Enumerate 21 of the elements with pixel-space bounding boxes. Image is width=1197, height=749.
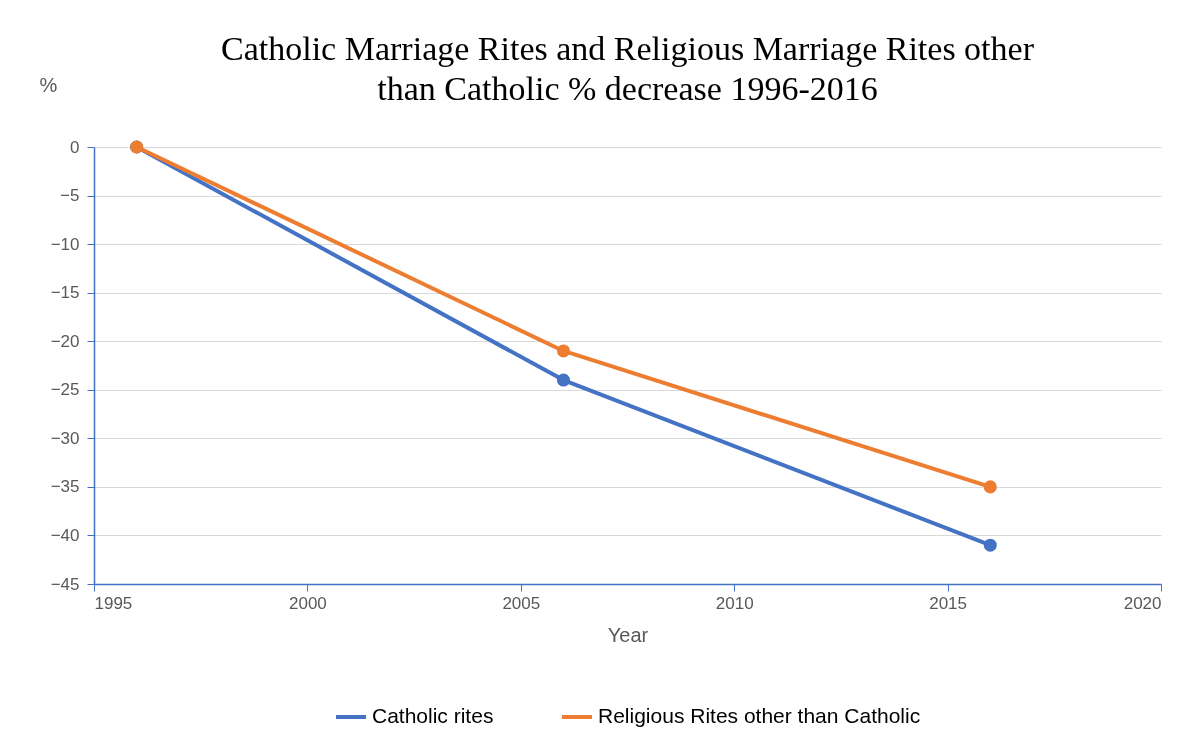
y-tick-label: −20 [50,331,80,351]
x-tick-label: 1995 [94,593,133,613]
x-tick-label: 2000 [288,593,327,613]
x-tick-label: 2020 [1123,593,1162,613]
y-tick-label: −35 [50,477,80,497]
y-tick-label: −30 [50,428,80,448]
x-tick-label: 2005 [502,593,541,613]
y-axis-title: % [39,73,58,96]
y-tick-label: −15 [50,283,80,303]
y-tick-label: −25 [50,380,80,400]
x-tick-label: 2010 [715,593,754,613]
y-tick-label: −40 [50,525,80,545]
y-tick-label: −10 [50,234,80,254]
x-axis-title: Year [607,623,649,646]
chart-title: Catholic Marriage Rites and Religious Marriage Rites other than Catholic % decrease 1996-2016 [221,30,1035,107]
y-tick-label: 0 [70,137,80,157]
legend-label: Religious Rites other than Catholic [598,704,921,727]
x-tick-label: 2015 [929,593,968,613]
legend-label: Catholic rites [372,704,494,727]
y-tick-label: −45 [50,574,80,594]
y-tick-label: −5 [60,186,80,206]
